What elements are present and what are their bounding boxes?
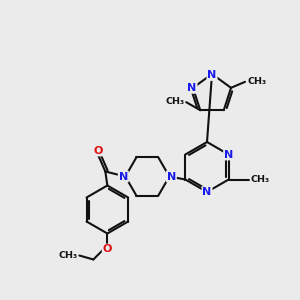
- Text: N: N: [188, 83, 196, 93]
- Text: N: N: [202, 187, 211, 197]
- Text: CH₃: CH₃: [165, 97, 184, 106]
- Text: N: N: [224, 149, 233, 160]
- Text: O: O: [103, 244, 112, 254]
- Text: N: N: [167, 172, 176, 182]
- Text: N: N: [119, 172, 128, 182]
- Text: CH₃: CH₃: [251, 175, 270, 184]
- Text: CH₃: CH₃: [247, 77, 266, 86]
- Text: CH₃: CH₃: [58, 251, 77, 260]
- Text: N: N: [207, 70, 217, 80]
- Text: O: O: [94, 146, 103, 155]
